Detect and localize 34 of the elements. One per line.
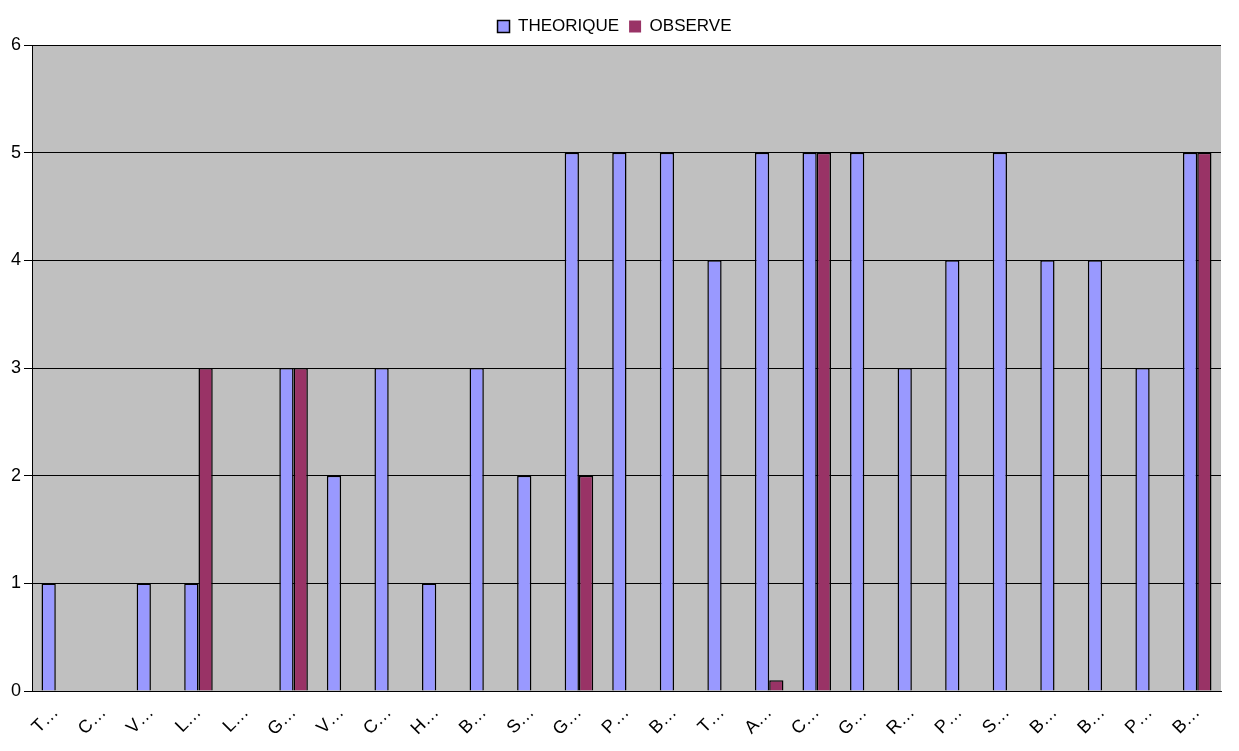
x-tick-label: G… — [548, 701, 586, 739]
x-tick-label: H… — [406, 701, 443, 738]
x-tick-label: P… — [930, 701, 966, 738]
x-tick-label: B… — [1168, 701, 1204, 738]
y-tick-label: 5 — [11, 141, 22, 162]
x-tick-label: C… — [787, 701, 824, 738]
x-tick-label: T… — [693, 701, 728, 737]
x-tick-label: L… — [218, 701, 253, 736]
legend-label: OBSERVE — [649, 16, 732, 36]
x-tick-label: B… — [1025, 701, 1061, 738]
x-tick-label: P… — [1120, 701, 1156, 738]
y-tick-label: 2 — [11, 464, 22, 485]
y-tick-label: 3 — [11, 357, 22, 378]
x-tick-label: R… — [882, 701, 919, 738]
x-tick-label: G… — [263, 701, 300, 739]
x-tick-label: L… — [170, 701, 205, 736]
x-tick-label: S… — [502, 701, 538, 738]
y-tick-label: 0 — [11, 680, 22, 701]
x-tick-label: C… — [73, 701, 110, 738]
y-tick-label: 4 — [11, 249, 22, 270]
x-tick-label: C… — [358, 701, 396, 738]
x-tick-label: P… — [597, 701, 633, 738]
y-tick-label: 6 — [11, 33, 22, 54]
x-tick-label: B… — [454, 701, 491, 738]
x-tick-label: S… — [977, 701, 1014, 738]
x-tick-label: A… — [740, 701, 776, 738]
x-tick-label: G… — [833, 701, 871, 739]
x-tick-label: B… — [1073, 701, 1109, 738]
legend-label: THEORIQUE — [518, 16, 620, 36]
x-tick-label: B… — [645, 701, 681, 738]
x-tick-label: V… — [312, 701, 348, 738]
x-tick-label: V… — [121, 701, 158, 738]
x-tick-label: T… — [27, 701, 63, 737]
y-tick-label: 1 — [11, 572, 22, 593]
